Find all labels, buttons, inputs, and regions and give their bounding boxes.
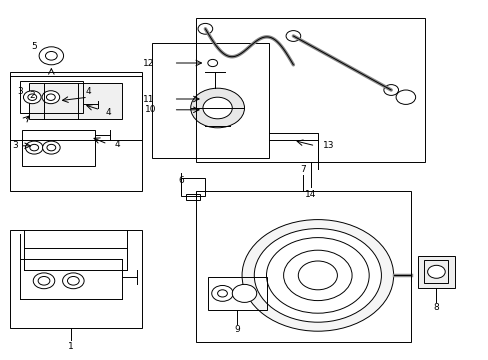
Text: 4: 4 bbox=[115, 140, 121, 149]
Circle shape bbox=[242, 220, 393, 331]
Circle shape bbox=[33, 273, 55, 289]
Circle shape bbox=[232, 284, 256, 302]
Bar bbox=[20, 81, 83, 113]
Text: 7: 7 bbox=[300, 165, 305, 174]
Text: 10: 10 bbox=[144, 105, 156, 114]
Bar bbox=[417, 256, 454, 288]
Circle shape bbox=[395, 90, 415, 104]
Text: 12: 12 bbox=[142, 59, 154, 68]
Bar bbox=[181, 178, 205, 196]
Circle shape bbox=[62, 273, 84, 289]
Circle shape bbox=[254, 229, 381, 322]
Circle shape bbox=[45, 51, 57, 60]
Text: 11: 11 bbox=[142, 95, 154, 104]
Circle shape bbox=[207, 59, 217, 67]
Bar bbox=[151, 43, 268, 158]
Circle shape bbox=[42, 141, 60, 154]
Text: 1: 1 bbox=[68, 342, 74, 351]
Bar bbox=[423, 260, 447, 283]
Bar bbox=[10, 230, 142, 328]
Text: 9: 9 bbox=[234, 325, 240, 334]
Bar bbox=[10, 76, 142, 191]
Circle shape bbox=[217, 290, 227, 297]
Text: 3: 3 bbox=[17, 87, 23, 96]
Circle shape bbox=[38, 276, 50, 285]
Bar bbox=[195, 191, 410, 342]
Text: 3: 3 bbox=[12, 141, 18, 150]
Circle shape bbox=[42, 91, 60, 104]
Circle shape bbox=[25, 141, 43, 154]
Text: 14: 14 bbox=[304, 190, 316, 199]
Circle shape bbox=[28, 94, 37, 100]
Text: 4: 4 bbox=[85, 87, 91, 96]
Bar bbox=[185, 194, 200, 200]
Circle shape bbox=[283, 250, 351, 301]
Circle shape bbox=[39, 47, 63, 65]
Text: 6: 6 bbox=[178, 176, 183, 185]
Circle shape bbox=[23, 91, 41, 104]
Bar bbox=[207, 277, 266, 310]
Text: 13: 13 bbox=[322, 141, 334, 150]
Bar bbox=[22, 130, 95, 166]
Circle shape bbox=[383, 85, 398, 95]
Circle shape bbox=[190, 88, 244, 128]
Circle shape bbox=[298, 261, 337, 290]
Circle shape bbox=[67, 276, 79, 285]
Bar bbox=[195, 18, 425, 162]
Circle shape bbox=[427, 265, 444, 278]
Text: 5: 5 bbox=[31, 42, 37, 51]
Circle shape bbox=[198, 23, 212, 34]
Circle shape bbox=[211, 285, 233, 301]
Text: 4: 4 bbox=[105, 108, 111, 117]
Bar bbox=[29, 83, 122, 119]
Circle shape bbox=[266, 238, 368, 313]
Circle shape bbox=[47, 144, 56, 151]
Circle shape bbox=[30, 144, 39, 151]
Circle shape bbox=[46, 94, 55, 100]
Circle shape bbox=[203, 97, 232, 119]
Text: 8: 8 bbox=[433, 303, 438, 312]
Bar bbox=[10, 72, 142, 140]
Circle shape bbox=[285, 31, 300, 41]
Text: 2: 2 bbox=[29, 91, 35, 100]
